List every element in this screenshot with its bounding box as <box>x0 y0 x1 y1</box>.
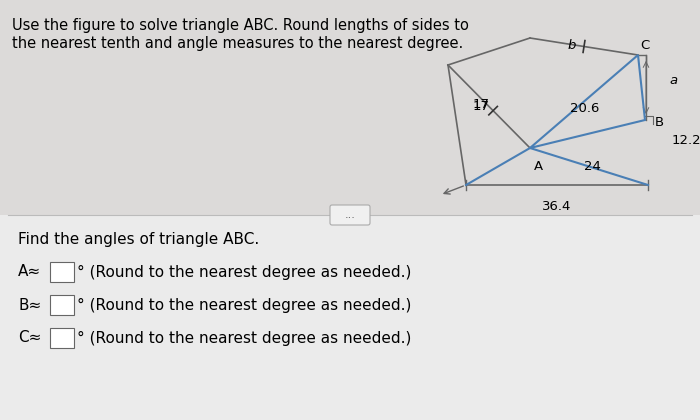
Text: 17: 17 <box>473 100 490 113</box>
Text: 20.6: 20.6 <box>570 102 600 115</box>
Text: ° (Round to the nearest degree as needed.): ° (Round to the nearest degree as needed… <box>77 297 412 312</box>
FancyBboxPatch shape <box>50 262 74 282</box>
Text: B≈: B≈ <box>18 297 41 312</box>
Text: B: B <box>655 116 664 129</box>
Text: Find the angles of triangle ABC.: Find the angles of triangle ABC. <box>18 232 259 247</box>
Text: ° (Round to the nearest degree as needed.): ° (Round to the nearest degree as needed… <box>77 331 412 346</box>
Text: b: b <box>568 39 576 52</box>
Text: 12.2: 12.2 <box>672 134 700 147</box>
FancyBboxPatch shape <box>50 328 74 348</box>
Text: ...: ... <box>344 210 356 220</box>
Text: C: C <box>640 39 650 52</box>
Bar <box>0 0 700 215</box>
Text: the nearest tenth and angle measures to the nearest degree.: the nearest tenth and angle measures to … <box>12 36 463 51</box>
Text: 24: 24 <box>584 160 601 173</box>
Text: A: A <box>534 160 543 173</box>
Bar <box>0 215 700 420</box>
Text: C≈: C≈ <box>18 331 41 346</box>
FancyBboxPatch shape <box>50 295 74 315</box>
Text: ° (Round to the nearest degree as needed.): ° (Round to the nearest degree as needed… <box>77 265 412 279</box>
Text: A≈: A≈ <box>18 265 41 279</box>
FancyBboxPatch shape <box>330 205 370 225</box>
Text: 36.4: 36.4 <box>542 200 572 213</box>
Text: 17: 17 <box>473 99 490 111</box>
Text: Use the figure to solve triangle ABC. Round lengths of sides to: Use the figure to solve triangle ABC. Ro… <box>12 18 469 33</box>
Text: a: a <box>669 74 677 87</box>
